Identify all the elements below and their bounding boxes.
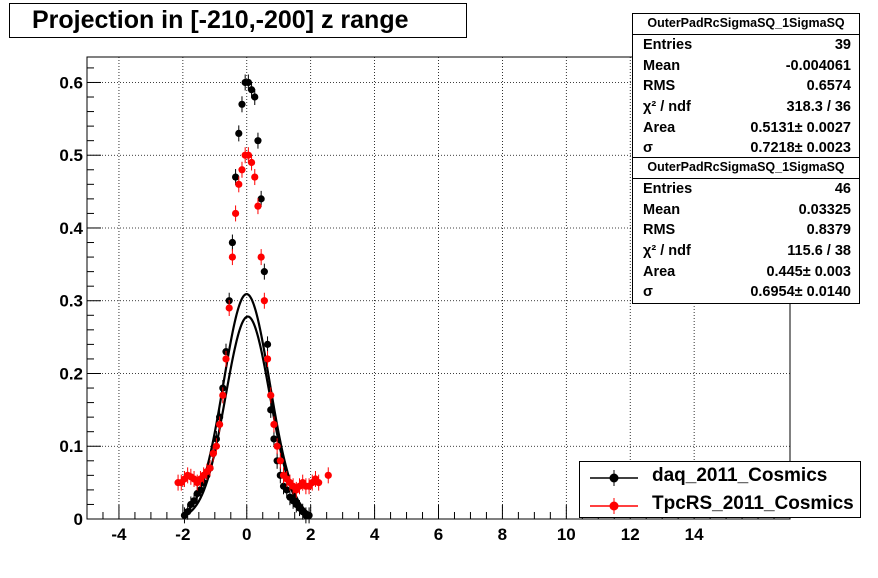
data-point-tpcrs	[315, 479, 323, 487]
data-point-tpcrs	[276, 457, 284, 465]
stats-header: OuterPadRcSigmaSQ_1SigmaSQ	[633, 158, 859, 179]
data-point-daq	[305, 511, 313, 519]
data-point-tpcrs	[231, 209, 240, 218]
data-point-daq	[270, 435, 278, 443]
x-tick-label: -4	[111, 525, 127, 544]
data-point-tpcrs	[244, 151, 252, 159]
legend-marker-daq	[590, 470, 638, 486]
data-point-daq	[263, 340, 272, 348]
data-point-daq	[184, 508, 192, 516]
stats-row-chi2: χ² / ndf 115.6 / 38	[643, 243, 851, 260]
legend-label-tpcrs: TpcRS_2011_Cosmics	[652, 493, 854, 514]
data-point-tpcrs	[235, 180, 243, 188]
y-tick-label: 0.6	[59, 73, 83, 92]
stats-header: OuterPadRcSigmaSQ_1SigmaSQ	[633, 14, 859, 35]
data-point-tpcrs	[267, 391, 275, 399]
chart-title: Projection in [-210,-200] z range	[9, 3, 467, 38]
data-point-tpcrs	[257, 253, 265, 261]
data-point-daq	[260, 268, 268, 276]
data-point-daq	[283, 486, 291, 494]
data-point-tpcrs	[212, 442, 221, 450]
data-point-tpcrs	[263, 355, 272, 363]
y-tick-label: 0.1	[59, 437, 83, 456]
data-point-tpcrs	[251, 173, 259, 181]
stats-row-chi2: χ² / ndf 318.3 / 36	[643, 99, 851, 116]
data-point-daq	[235, 129, 243, 137]
stats-row-rms: RMS 0.6574	[643, 78, 851, 95]
data-point-daq	[257, 195, 265, 203]
stats-box-daq: OuterPadRcSigmaSQ_1SigmaSQ Entries 39 Mea…	[632, 13, 860, 161]
x-tick-label: 6	[434, 525, 443, 544]
data-point-tpcrs	[219, 391, 227, 399]
legend-label-daq: daq_2011_Cosmics	[652, 465, 828, 486]
y-tick-label: 0.5	[59, 146, 83, 165]
data-point-tpcrs	[273, 442, 281, 450]
stats-row-area: Area 0.445± 0.003	[643, 263, 851, 280]
data-point-daq	[196, 486, 205, 494]
data-point-tpcrs	[228, 253, 236, 261]
data-point-daq	[247, 86, 256, 94]
data-point-tpcrs	[324, 471, 332, 479]
data-point-daq	[190, 497, 198, 505]
stats-row-entries: Entries 39	[643, 37, 851, 53]
data-point-daq	[228, 238, 236, 247]
data-point-tpcrs	[206, 464, 214, 472]
x-tick-label: 4	[370, 525, 380, 544]
stats-row-sigma: σ 0.6954± 0.0140	[643, 284, 851, 301]
stats-row-entries: Entries 46	[643, 181, 851, 197]
stats-row-area: Area 0.5131± 0.0027	[643, 119, 851, 136]
stats-row-mean: Mean 0.03325	[643, 201, 851, 218]
x-tick-label: 2	[306, 525, 315, 544]
data-point-tpcrs	[238, 166, 246, 174]
data-point-tpcrs	[247, 158, 256, 167]
x-tick-label: 10	[557, 525, 576, 544]
legend-marker-tpcrs	[590, 498, 638, 514]
y-tick-label: 0.4	[59, 219, 83, 238]
x-tick-label: 0	[242, 525, 251, 544]
data-point-tpcrs	[222, 355, 230, 363]
stats-box-tpcrs: OuterPadRcSigmaSQ_1SigmaSQ Entries 46 Mea…	[632, 157, 860, 305]
data-point-tpcrs	[254, 202, 262, 210]
data-point-daq	[244, 78, 252, 87]
data-point-daq	[231, 173, 240, 181]
data-point-tpcrs	[225, 304, 233, 312]
legend-entry-tpcrs: TpcRS_2011_Cosmics	[588, 492, 858, 518]
data-point-tpcrs	[260, 297, 268, 305]
legend-entry-daq: daq_2011_Cosmics	[588, 464, 858, 490]
data-point-daq	[238, 100, 246, 108]
y-tick-label: 0.3	[59, 292, 83, 311]
stats-row-rms: RMS 0.8379	[643, 222, 851, 239]
stats-row-sigma: σ 0.7218± 0.0023	[643, 140, 851, 157]
y-tick-label: 0	[74, 510, 83, 529]
stats-row-mean: Mean -0.004061	[643, 57, 851, 74]
data-point-tpcrs	[270, 420, 278, 429]
data-point-daq	[267, 406, 275, 414]
data-point-tpcrs	[216, 420, 224, 429]
x-tick-label: 12	[621, 525, 640, 544]
y-tick-label: 0.2	[59, 364, 83, 383]
x-tick-label: 8	[498, 525, 507, 544]
data-point-daq	[251, 93, 259, 101]
legend: daq_2011_Cosmics TpcRS_2011_Cosmics	[579, 461, 861, 518]
data-point-tpcrs	[209, 449, 217, 458]
x-tick-label: -2	[175, 525, 190, 544]
x-tick-label: 14	[685, 525, 704, 544]
data-point-daq	[254, 137, 262, 145]
